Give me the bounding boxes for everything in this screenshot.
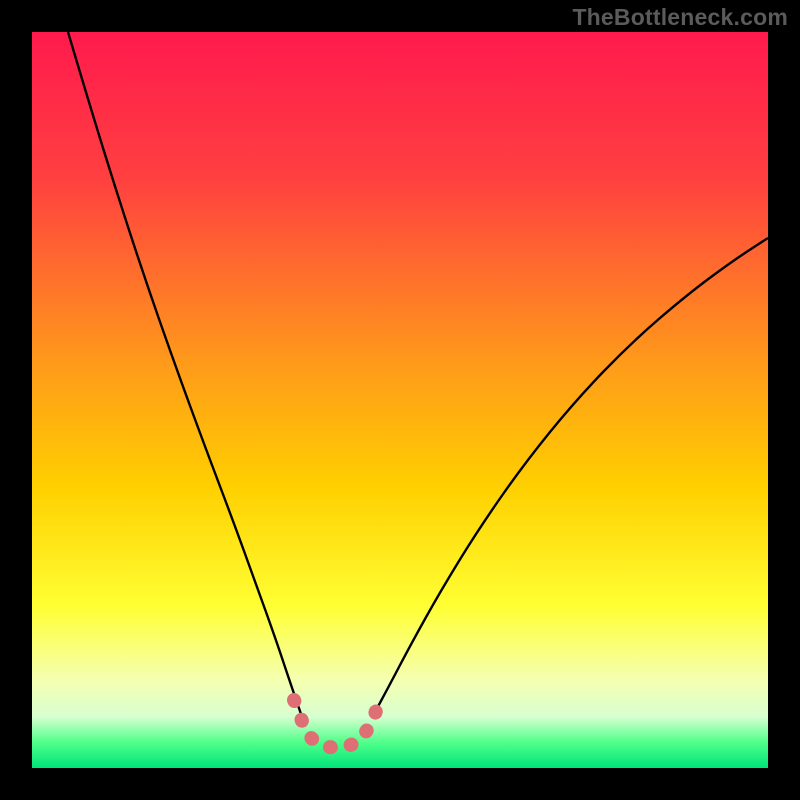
chart-frame: TheBottleneck.com [0, 0, 800, 800]
gradient-background [32, 32, 768, 768]
chart-svg [32, 32, 768, 768]
plot-area [32, 32, 768, 768]
watermark-label: TheBottleneck.com [572, 4, 788, 31]
